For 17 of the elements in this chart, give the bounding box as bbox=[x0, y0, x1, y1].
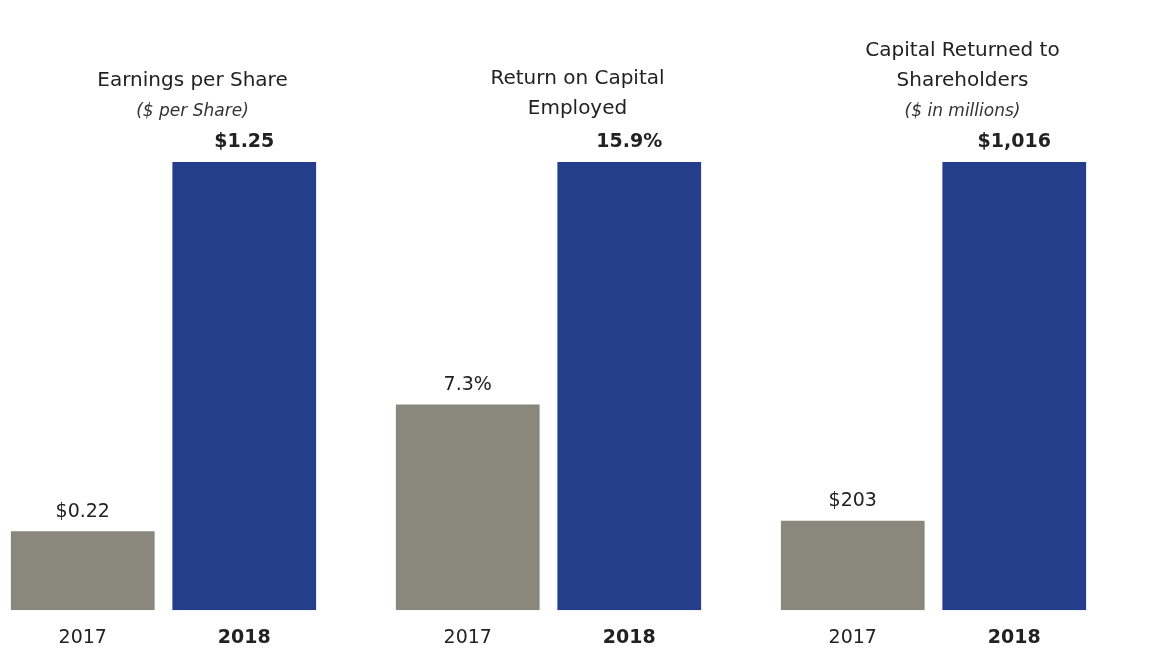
data-label: 15.9% bbox=[596, 129, 663, 152]
data-label: $1,016 bbox=[977, 129, 1051, 152]
chart-title: Capital Returned to Shareholders bbox=[864, 36, 1061, 93]
data-label: 7.3% bbox=[443, 371, 492, 394]
data-label: $203 bbox=[828, 488, 877, 511]
chart-subtitle: ($ per Share) bbox=[136, 99, 249, 122]
x-tick-label: 2018 bbox=[602, 624, 656, 647]
x-tick-label: 2018 bbox=[987, 624, 1041, 647]
data-label: $1.25 bbox=[214, 129, 275, 152]
x-tick-label: 2017 bbox=[58, 624, 107, 647]
data-label: $0.22 bbox=[55, 498, 110, 521]
x-tick-label: 2018 bbox=[217, 624, 271, 647]
x-tick-label: 2017 bbox=[443, 624, 492, 647]
chart-subtitle: ($ in millions) bbox=[904, 99, 1021, 122]
chart-title: Return on Capital Employed bbox=[489, 64, 666, 121]
chart-title: Earnings per Share bbox=[97, 66, 288, 93]
x-tick-label: 2017 bbox=[828, 624, 877, 647]
